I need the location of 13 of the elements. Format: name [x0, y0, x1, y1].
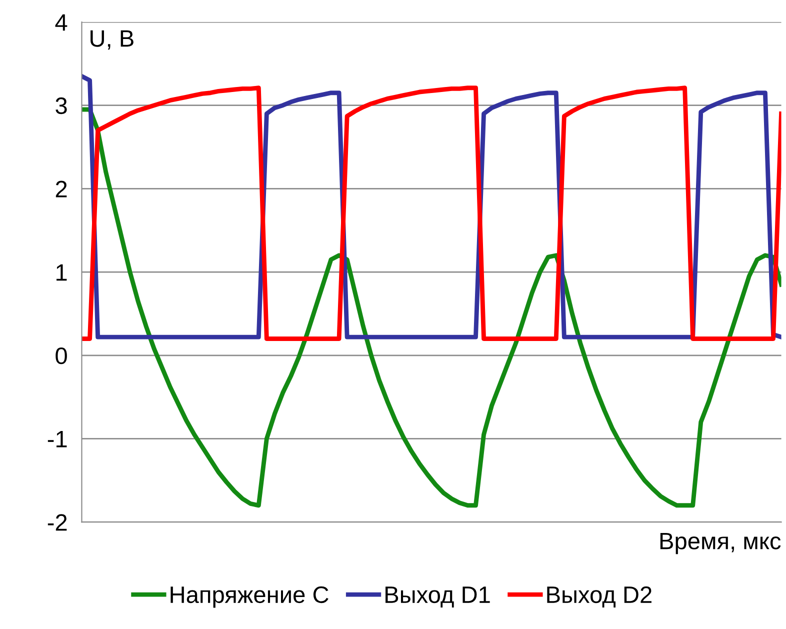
legend-label: Выход D2: [547, 586, 652, 608]
legend-label: Напряжение C: [170, 586, 328, 608]
y-tick-label: 1: [56, 264, 67, 281]
y-tick-label: -2: [48, 514, 67, 531]
legend-label: Выход D1: [386, 586, 490, 608]
y-tick-label: 3: [56, 97, 67, 114]
y-tick-label: 2: [56, 180, 67, 198]
y-tick-label: -1: [48, 431, 67, 448]
line-series: [82, 107, 782, 508]
y-tick-label: 4: [55, 14, 68, 31]
y-axis-title: U, B: [90, 30, 134, 50]
x-axis-title: Время, мкс: [660, 532, 781, 554]
y-tick-label: 0: [56, 347, 67, 364]
